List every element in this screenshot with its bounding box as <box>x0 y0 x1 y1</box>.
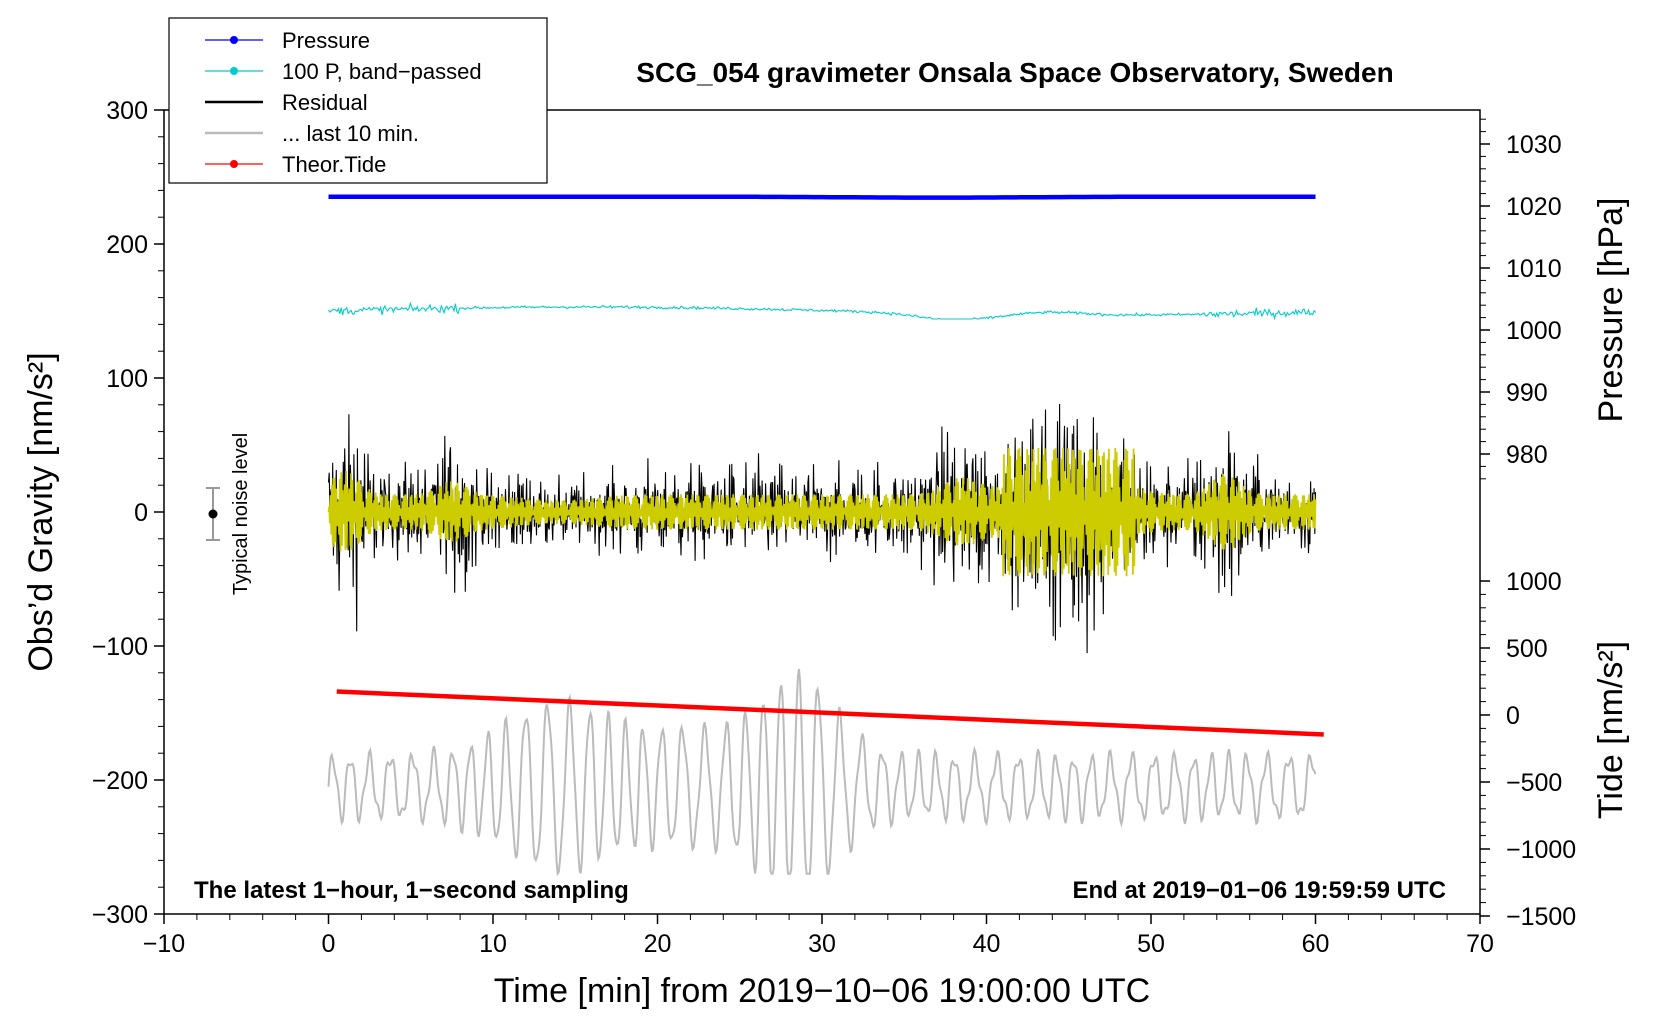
noise-dot <box>208 509 218 519</box>
note-left: The latest 1−hour, 1−second sampling <box>194 877 629 904</box>
tide-tick-label: −1000 <box>1506 836 1576 864</box>
legend-label: Residual <box>282 90 368 115</box>
legend-item: Pressure <box>205 28 370 53</box>
x-tick-label: 30 <box>808 930 836 958</box>
x-tick-label: 10 <box>479 930 507 958</box>
filtered-residual-line <box>327 447 1317 577</box>
y-axis-title-pressure: Pressure [hPa] <box>1592 198 1630 423</box>
x-tick-label: 0 <box>322 930 336 958</box>
y-axis-title-tide: Tide [nm/s²] <box>1592 641 1630 819</box>
legend-label: Theor.Tide <box>282 152 386 177</box>
y-axis-title-left: Obs’d Gravity [nm/s²] <box>22 352 60 671</box>
x-tick-label: 50 <box>1137 930 1165 958</box>
legend-item: Residual <box>205 90 368 115</box>
pressure-line <box>328 194 1316 200</box>
bandpassed-pressure-line <box>328 301 1316 321</box>
legend-item: Theor.Tide <box>205 152 386 177</box>
tide-tick-label: 0 <box>1506 702 1520 730</box>
tide-tick-label: 500 <box>1506 635 1548 663</box>
pressure-tick-label: 980 <box>1506 441 1548 469</box>
x-tick-label: 20 <box>644 930 672 958</box>
x-tick-label: −10 <box>143 930 185 958</box>
tick-layer: −10 0 10 20 30 40 50 60 703002001000−100−200−300… <box>92 97 1577 958</box>
tide-tick-label: 1000 <box>1506 568 1562 596</box>
note-right: End at 2019−01−06 19:59:59 UTC <box>1072 877 1446 904</box>
legend-label: ... last 10 min. <box>282 121 419 146</box>
legend-item: ... last 10 min. <box>205 121 419 146</box>
legend: Pressure 100 P, band−passed Residual ... la… <box>168 17 548 184</box>
pressure-tick-label: 990 <box>1506 379 1548 407</box>
data-layer <box>327 194 1324 877</box>
x-tick-label: 60 <box>1302 930 1330 958</box>
pressure-tick-label: 1030 <box>1506 131 1562 159</box>
x-tick-label: 70 <box>1466 930 1494 958</box>
y-tick-label: −100 <box>92 633 148 661</box>
legend-box <box>168 17 548 184</box>
last-10-min-line <box>327 669 1317 877</box>
theoretical-tide-line <box>336 689 1324 737</box>
tide-tick-label: −1500 <box>1506 903 1576 931</box>
y-tick-label: 100 <box>106 365 148 393</box>
pressure-tick-label: 1020 <box>1506 193 1562 221</box>
y-tick-label: 300 <box>106 97 148 125</box>
pressure-tick-label: 1000 <box>1506 317 1562 345</box>
chart-title: SCG_054 gravimeter Onsala Space Observat… <box>636 57 1393 88</box>
legend-label: 100 P, band−passed <box>282 59 482 84</box>
y-tick-label: 0 <box>134 499 148 527</box>
legend-items: Pressure 100 P, band−passed Residual ... la… <box>205 28 482 177</box>
legend-marker <box>230 67 238 75</box>
noise-indicator: Typical noise level <box>206 433 252 595</box>
pressure-tick-label: 1010 <box>1506 255 1562 283</box>
tide-tick-label: −500 <box>1506 769 1562 797</box>
y-tick-label: −200 <box>92 767 148 795</box>
x-tick-label: 40 <box>973 930 1001 958</box>
noise-label: Typical noise level <box>230 433 252 595</box>
x-axis-title: Time [min] from 2019−10−06 19:00:00 UTC <box>494 972 1150 1010</box>
y-tick-label: −300 <box>92 901 148 929</box>
y-tick-label: 200 <box>106 231 148 259</box>
legend-item: 100 P, band−passed <box>205 59 482 84</box>
legend-label: Pressure <box>282 28 370 53</box>
legend-marker <box>230 36 238 44</box>
legend-marker <box>230 160 238 168</box>
